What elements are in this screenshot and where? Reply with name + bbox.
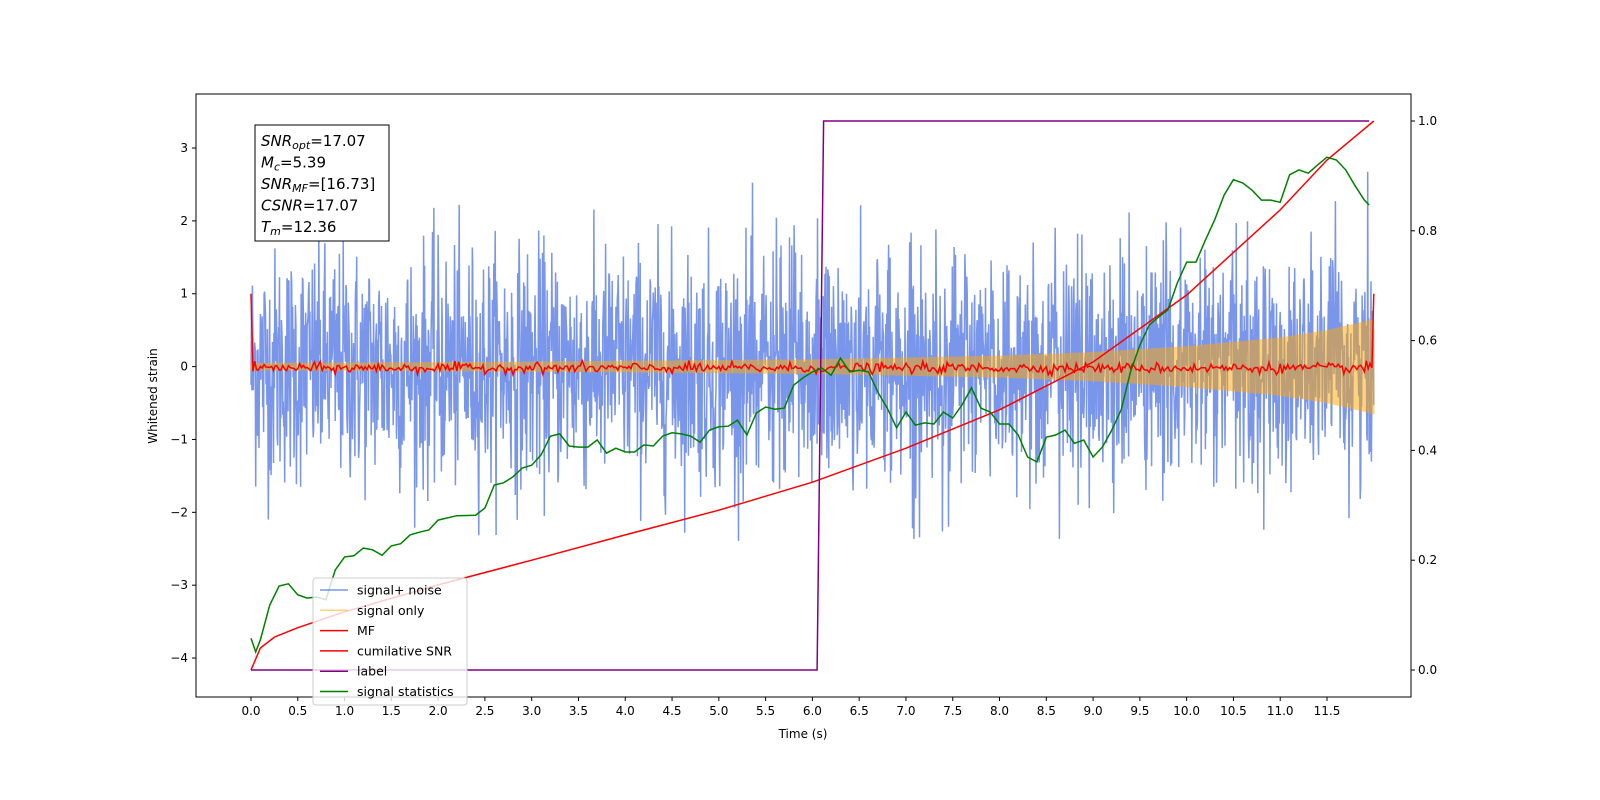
annotation-frame [254, 124, 390, 242]
y2-tick-label: 0.0 [1418, 663, 1437, 677]
x-tick-label: 0.0 [241, 704, 260, 718]
x-tick-label: 3.5 [569, 704, 588, 718]
legend-label: MF [357, 623, 375, 638]
x-tick-label: 10.5 [1220, 704, 1247, 718]
y-tick-label: 1 [180, 287, 188, 301]
series-cumilative-snr [250, 120, 1375, 671]
x-tick-label: 4.0 [616, 704, 635, 718]
annotation-subscript: m [270, 225, 281, 238]
x-tick-label: 2.0 [429, 704, 448, 718]
annotation-symbol: T [261, 218, 272, 236]
x-tick-label: 6.5 [850, 704, 869, 718]
y-tick-label: 2 [180, 214, 188, 228]
y-tick-label: −2 [170, 505, 188, 519]
x-tick-label: 7.0 [896, 704, 915, 718]
x-tick-label: 9.5 [1130, 704, 1149, 718]
x-tick-label: 5.5 [756, 704, 775, 718]
legend-frame [312, 577, 468, 706]
y-axis-label: Whitened strain [146, 348, 160, 444]
annotation-symbol: M [261, 154, 274, 172]
annotation-line: Tm=12.36 [261, 218, 336, 238]
x-tick-label: 4.5 [662, 704, 681, 718]
x-tick-label: 2.5 [475, 704, 494, 718]
annotation-value: =17.07 [310, 132, 366, 150]
plot-area [250, 120, 1375, 671]
y-tick-label: 3 [180, 141, 188, 155]
annotation-value: =[16.73] [308, 175, 375, 193]
annotation-subscript: c [274, 161, 280, 174]
x-tick-label: 6.0 [803, 704, 822, 718]
y-tick-label: −4 [170, 651, 188, 665]
x-tick-label: 11.0 [1267, 704, 1294, 718]
axes-frame [195, 93, 1412, 698]
annotation-line: SNRMF=[16.73] [261, 175, 375, 195]
annotation-value: =5.39 [280, 154, 326, 172]
x-tick-label: 1.5 [382, 704, 401, 718]
annotation-box: SNRopt=17.07Mc=5.39SNRMF=[16.73]CSNR=17.… [254, 124, 390, 242]
annotation-line: Mc=5.39 [261, 154, 326, 174]
x-tick-label: 7.5 [943, 704, 962, 718]
x-tick-label: 0.5 [288, 704, 307, 718]
x-tick-label: 9.0 [1084, 704, 1103, 718]
ticks: 0.0 0.5 1.0 1.5 2.0 2.5 3.0 3.5 4.0 4.5 5.0 5.5 6.0 6… [170, 114, 1437, 718]
y2-tick-label: 1.0 [1418, 114, 1437, 128]
y2-tick-label: 0.2 [1418, 553, 1437, 567]
legend: signal+ noise signal only MF cumilative SNR… [312, 577, 468, 706]
x-tick-label: 5.0 [709, 704, 728, 718]
legend-label: cumilative SNR [357, 643, 452, 658]
annotation-subscript: opt [292, 139, 311, 152]
annotation-subscript: MF [292, 182, 308, 195]
legend-label: signal statistics [357, 684, 454, 699]
x-tick-label: 3.0 [522, 704, 541, 718]
annotation-line: SNRopt=17.07 [261, 132, 366, 152]
annotation-line: CSNR=17.07 [261, 197, 358, 215]
x-axis-label: Time (s) [778, 727, 828, 741]
y-tick-label: 0 [180, 360, 188, 374]
series-label [251, 120, 1370, 671]
series-mf [250, 293, 1375, 379]
annotation-symbol: CSNR [261, 197, 303, 215]
y2-tick-label: 0.6 [1418, 334, 1437, 348]
legend-label: signal+ noise [357, 583, 442, 598]
legend-label: label [357, 664, 387, 679]
x-tick-label: 8.0 [990, 704, 1009, 718]
y-tick-label: −1 [170, 432, 188, 446]
y-tick-label: −3 [170, 578, 188, 592]
x-tick-label: 8.5 [1037, 704, 1056, 718]
y2-tick-label: 0.8 [1418, 224, 1437, 238]
series-signal-only [250, 319, 1375, 415]
series-signal-statistics [250, 156, 1370, 655]
x-tick-label: 10.0 [1173, 704, 1200, 718]
annotation-symbol: SNR [261, 175, 292, 193]
x-tick-label: 11.5 [1314, 704, 1341, 718]
annotation-value: =12.36 [281, 218, 337, 236]
annotation-value: =17.07 [303, 197, 359, 215]
y2-tick-label: 0.4 [1418, 443, 1437, 457]
series-signal-noise [250, 171, 1375, 541]
x-tick-label: 1.0 [335, 704, 354, 718]
legend-label: signal only [357, 603, 425, 618]
annotation-symbol: SNR [261, 132, 292, 150]
